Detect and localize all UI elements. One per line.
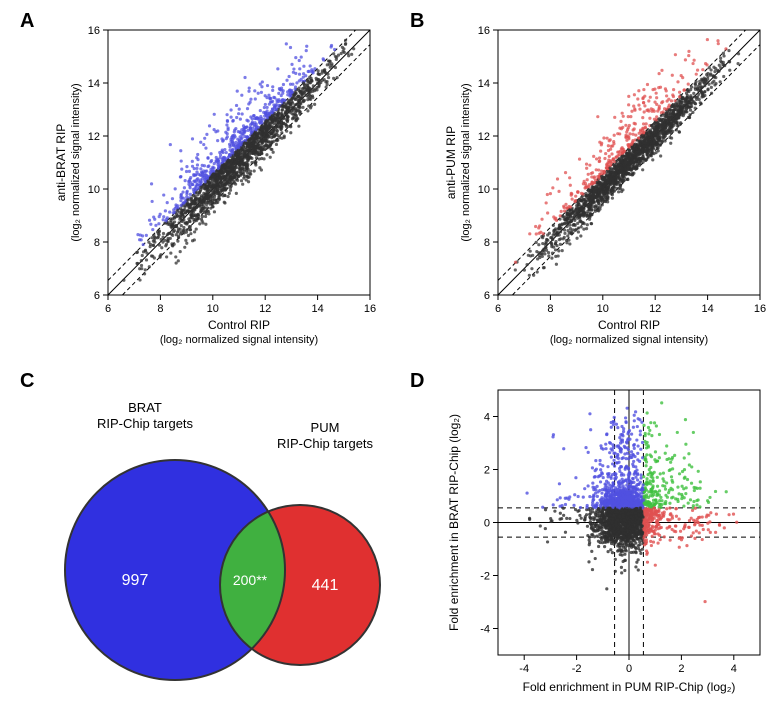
svg-text:200**: 200** bbox=[233, 572, 268, 588]
scatter-b: 6 8 10 12 14 16 6 8 10 12 14 16 Control RIP (log₂ nor… bbox=[440, 20, 770, 350]
scatter-d: -4-2024-4-2024Fold enrichment in PUM RIP… bbox=[440, 380, 770, 700]
panel-d-label: D bbox=[410, 370, 424, 393]
svg-text:-4: -4 bbox=[519, 663, 529, 675]
svg-text:anti-BRAT RIP: anti-BRAT RIP bbox=[54, 124, 68, 202]
svg-text:anti-PUM RIP: anti-PUM RIP bbox=[444, 126, 458, 199]
svg-text:6: 6 bbox=[105, 303, 111, 315]
svg-text:14: 14 bbox=[478, 78, 490, 90]
svg-text:4: 4 bbox=[484, 412, 490, 424]
svg-text:(log₂ normalized signal intens: (log₂ normalized signal intensity) bbox=[70, 83, 82, 241]
venn-diagram: 997 200** 441 bbox=[40, 435, 400, 695]
svg-text:10: 10 bbox=[88, 184, 100, 196]
svg-text:(log₂ normalized signal intens: (log₂ normalized signal intensity) bbox=[550, 334, 708, 346]
panel-a-label: A bbox=[20, 10, 34, 33]
svg-text:6: 6 bbox=[495, 303, 501, 315]
panel-c-label: C bbox=[20, 370, 34, 393]
svg-text:441: 441 bbox=[312, 577, 339, 594]
svg-text:12: 12 bbox=[259, 303, 271, 315]
svg-text:-2: -2 bbox=[572, 663, 582, 675]
svg-text:0: 0 bbox=[484, 518, 490, 530]
svg-text:Control RIP: Control RIP bbox=[208, 318, 270, 332]
svg-text:16: 16 bbox=[754, 303, 766, 315]
venn-right-label-top: PUM bbox=[311, 420, 340, 435]
venn-left-label-top: BRAT bbox=[128, 400, 162, 415]
svg-text:8: 8 bbox=[547, 303, 553, 315]
svg-text:8: 8 bbox=[484, 237, 490, 249]
svg-text:2: 2 bbox=[484, 465, 490, 477]
venn-left-label: BRAT RIP-Chip targets bbox=[80, 400, 210, 431]
svg-text:14: 14 bbox=[88, 78, 100, 90]
scatter-a: 6 8 10 12 14 16 6 8 10 12 14 16 Control RIP (log₂ nor… bbox=[50, 20, 380, 350]
svg-text:(log₂ normalized signal intens: (log₂ normalized signal intensity) bbox=[160, 334, 318, 346]
svg-text:0: 0 bbox=[626, 663, 632, 675]
svg-text:2: 2 bbox=[678, 663, 684, 675]
svg-text:Control RIP: Control RIP bbox=[598, 318, 660, 332]
svg-text:12: 12 bbox=[478, 131, 490, 143]
svg-text:14: 14 bbox=[701, 303, 713, 315]
svg-text:997: 997 bbox=[122, 572, 149, 589]
svg-text:-2: -2 bbox=[480, 571, 490, 583]
svg-text:16: 16 bbox=[88, 25, 100, 37]
svg-text:10: 10 bbox=[597, 303, 609, 315]
svg-text:(log₂ normalized signal intens: (log₂ normalized signal intensity) bbox=[460, 83, 472, 241]
svg-text:12: 12 bbox=[88, 131, 100, 143]
svg-text:16: 16 bbox=[478, 25, 490, 37]
panel-c: BRAT RIP-Chip targets PUM RIP-Chip targe… bbox=[40, 400, 400, 690]
svg-text:14: 14 bbox=[311, 303, 323, 315]
svg-text:16: 16 bbox=[364, 303, 376, 315]
svg-text:10: 10 bbox=[207, 303, 219, 315]
svg-text:8: 8 bbox=[94, 237, 100, 249]
panel-d: -4-2024-4-2024Fold enrichment in PUM RIP… bbox=[440, 380, 770, 700]
svg-text:6: 6 bbox=[484, 290, 490, 302]
venn-left-label-bottom: RIP-Chip targets bbox=[97, 416, 193, 431]
svg-text:-4: -4 bbox=[480, 624, 490, 636]
svg-text:6: 6 bbox=[94, 290, 100, 302]
svg-text:4: 4 bbox=[731, 663, 737, 675]
svg-text:8: 8 bbox=[157, 303, 163, 315]
panel-b: 6 8 10 12 14 16 6 8 10 12 14 16 Control RIP (log₂ nor… bbox=[440, 20, 770, 350]
svg-text:10: 10 bbox=[478, 184, 490, 196]
svg-text:12: 12 bbox=[649, 303, 661, 315]
panel-b-label: B bbox=[410, 10, 424, 33]
panel-a: 6 8 10 12 14 16 6 8 10 12 14 16 Control RIP (log₂ nor… bbox=[50, 20, 380, 350]
